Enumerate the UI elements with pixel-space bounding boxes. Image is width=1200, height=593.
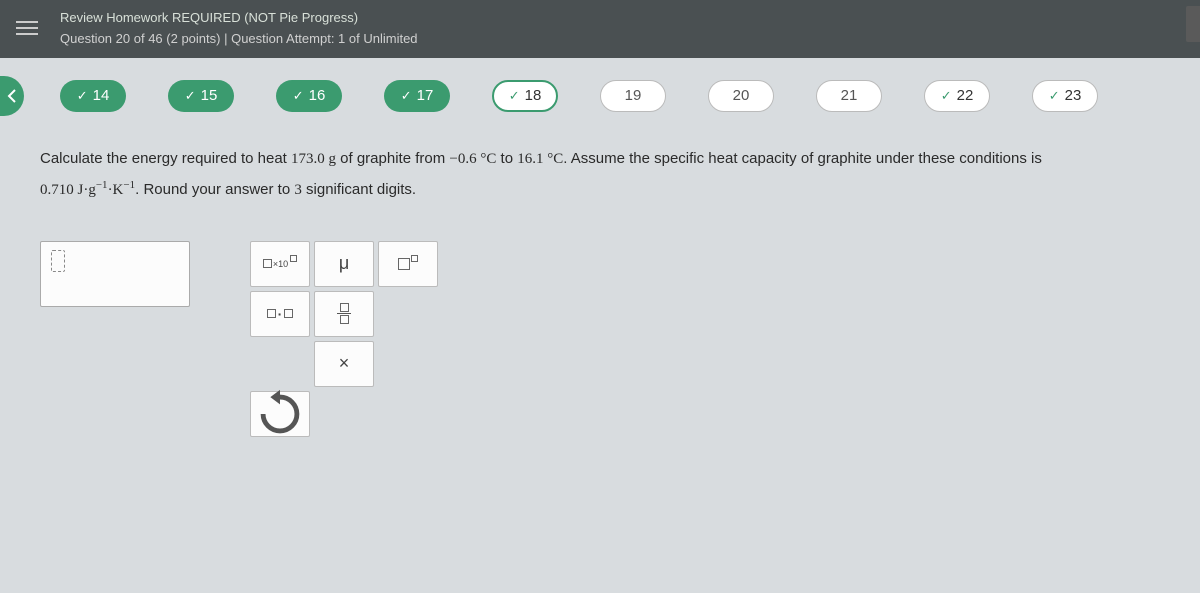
tool-fraction[interactable] xyxy=(314,291,374,337)
question-pill-22[interactable]: ✓ 22 xyxy=(924,80,990,112)
pill-number: 21 xyxy=(841,87,858,104)
assignment-title: Review Homework REQUIRED (NOT Pie Progre… xyxy=(60,8,418,29)
question-pill-23[interactable]: ✓ 23 xyxy=(1032,80,1098,112)
check-icon: ✓ xyxy=(401,88,412,104)
question-nav: ✓ 14 ✓ 15 ✓ 16 ✓ 17 ✓ 18 19 20 21 ✓ 22 ✓ 23 xyxy=(0,58,1200,130)
check-icon: ✓ xyxy=(941,88,952,104)
pill-number: 22 xyxy=(957,87,974,104)
answer-area: ×10 μ · × xyxy=(0,225,1200,453)
question-pill-14[interactable]: ✓ 14 xyxy=(60,80,126,112)
question-pill-20[interactable]: 20 xyxy=(708,80,774,112)
tool-superscript[interactable] xyxy=(378,241,438,287)
pill-number: 14 xyxy=(93,87,110,104)
right-panel-toggle[interactable] xyxy=(1186,6,1200,42)
pill-number: 16 xyxy=(309,87,326,104)
app-header: Review Homework REQUIRED (NOT Pie Progre… xyxy=(0,0,1200,58)
check-icon: ✓ xyxy=(1049,88,1060,104)
check-icon: ✓ xyxy=(185,88,196,104)
question-progress: Question 20 of 46 (2 points) | Question … xyxy=(60,29,418,50)
math-toolbar: ×10 μ · × xyxy=(250,241,438,437)
pill-number: 18 xyxy=(525,87,542,104)
question-pill-15[interactable]: ✓ 15 xyxy=(168,80,234,112)
pill-number: 19 xyxy=(625,87,642,104)
header-text: Review Homework REQUIRED (NOT Pie Progre… xyxy=(60,8,418,50)
pill-number: 23 xyxy=(1065,87,1082,104)
pill-number: 20 xyxy=(733,87,750,104)
tool-clear[interactable]: × xyxy=(314,341,374,387)
pill-number: 17 xyxy=(417,87,434,104)
check-icon: ✓ xyxy=(509,88,520,104)
pill-number: 15 xyxy=(201,87,218,104)
menu-icon[interactable] xyxy=(16,14,44,42)
tool-scientific-notation[interactable]: ×10 xyxy=(250,241,310,287)
nav-prev-button[interactable] xyxy=(0,76,24,116)
question-text: Calculate the energy required to heat 17… xyxy=(0,130,1200,225)
answer-input[interactable] xyxy=(40,241,190,307)
question-pill-16[interactable]: ✓ 16 xyxy=(276,80,342,112)
answer-placeholder-icon xyxy=(51,250,65,272)
check-icon: ✓ xyxy=(293,88,304,104)
tool-mu[interactable]: μ xyxy=(314,241,374,287)
question-pill-18[interactable]: ✓ 18 xyxy=(492,80,558,112)
undo-icon xyxy=(251,385,309,443)
question-pill-17[interactable]: ✓ 17 xyxy=(384,80,450,112)
question-pill-21[interactable]: 21 xyxy=(816,80,882,112)
check-icon: ✓ xyxy=(77,88,88,104)
tool-undo[interactable] xyxy=(250,391,310,437)
tool-multiply-dot[interactable]: · xyxy=(250,291,310,337)
question-pill-19[interactable]: 19 xyxy=(600,80,666,112)
